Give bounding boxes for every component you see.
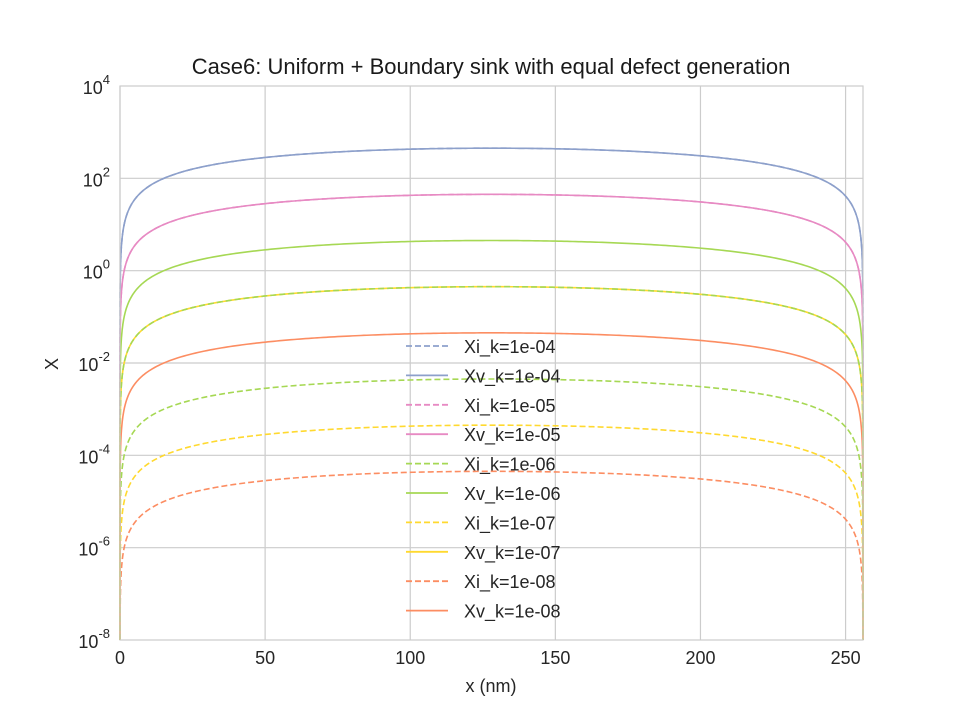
series-line (119, 147, 864, 641)
legend-label: Xi_k=1e-06 (464, 455, 556, 476)
legend: Xi_k=1e-04 Xv_k=1e-04 Xi_k=1e-05 Xv_k=1e-05… (406, 337, 561, 623)
y-tick-label: 100 (83, 257, 110, 283)
x-tick-label: 0 (115, 648, 125, 668)
legend-label: Xv_k=1e-06 (464, 484, 561, 505)
chart-title: Case6: Uniform + Boundary sink with equa… (192, 54, 791, 79)
series-line (119, 332, 864, 641)
plot-frame (119, 85, 864, 641)
legend-label: Xi_k=1e-08 (464, 572, 556, 593)
x-tick-label: 150 (540, 648, 570, 668)
x-tick-label: 100 (395, 648, 425, 668)
grid (119, 86, 863, 640)
y-tick-label: 104 (83, 72, 110, 98)
x-axis-label: x (nm) (466, 676, 517, 696)
y-tick-label: 10-8 (78, 626, 110, 652)
series-line (119, 193, 864, 641)
legend-label: Xv_k=1e-04 (464, 366, 561, 387)
y-tick-label: 10-4 (78, 441, 110, 467)
legend-label: Xi_k=1e-04 (464, 337, 556, 358)
series-lines (119, 147, 864, 641)
tick-labels: 0 50 100 150 200 250 10-8 10-6 10-4 10-2 100 102 104 (78, 72, 860, 668)
x-tick-label: 200 (685, 648, 715, 668)
y-tick-label: 10-2 (78, 349, 110, 375)
x-tick-label: 250 (831, 648, 861, 668)
series-line (119, 239, 864, 641)
legend-label: Xv_k=1e-05 (464, 425, 561, 446)
series-line (119, 470, 864, 641)
y-axis-label: X (42, 358, 62, 370)
series-line (119, 285, 864, 641)
y-tick-label: 10-6 (78, 534, 110, 560)
series-line (119, 424, 864, 641)
legend-label: Xv_k=1e-07 (464, 543, 561, 564)
legend-label: Xi_k=1e-05 (464, 396, 556, 417)
x-tick-label: 50 (255, 648, 275, 668)
legend-label: Xi_k=1e-07 (464, 513, 556, 534)
y-tick-label: 102 (83, 164, 110, 190)
series-line (119, 378, 864, 641)
legend-label: Xv_k=1e-08 (464, 602, 561, 623)
